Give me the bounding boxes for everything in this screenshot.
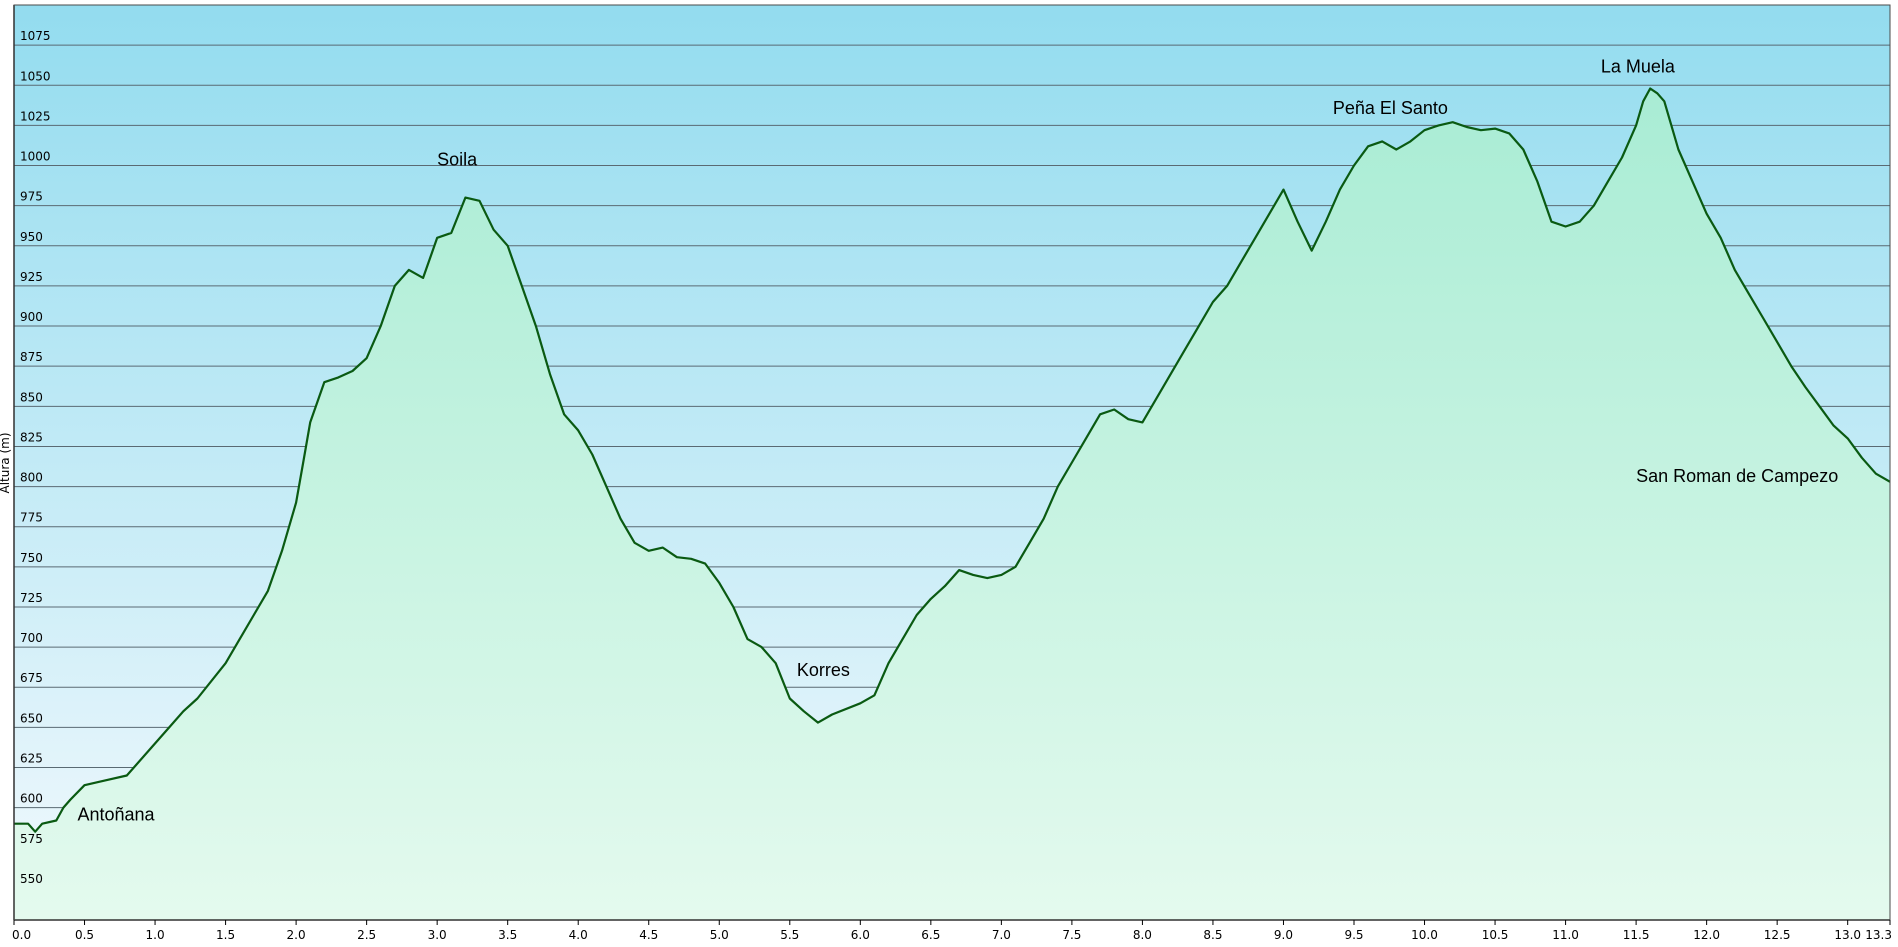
y-tick-label: 600	[20, 792, 43, 806]
elevation-line	[14, 87, 1890, 833]
y-tick-labels: 550 575 600 625 650 675 700 725 750 775 800 825 850 8…	[20, 29, 51, 886]
x-tick-label: 11.0	[1552, 928, 1579, 942]
y-tick-label: 900	[20, 310, 43, 324]
y-tick-label: 800	[20, 471, 43, 485]
x-tick-label: 10.5	[1482, 928, 1509, 942]
x-tick-label: 5.5	[780, 928, 799, 942]
y-tick-label: 775	[20, 511, 43, 525]
y-tick-label: 1075	[20, 29, 51, 43]
x-tick-label: 6.5	[921, 928, 940, 942]
x-tick-label: 13.0	[1834, 928, 1861, 942]
x-tick-label: 2.0	[287, 928, 306, 942]
x-tick-label: 0.0	[12, 928, 31, 942]
y-tick-label: 575	[20, 832, 43, 846]
x-tick-label: 7.0	[992, 928, 1011, 942]
x-tick-label: 7.5	[1062, 928, 1081, 942]
y-tick-label: 950	[20, 230, 43, 244]
x-tick-label: 3.0	[428, 928, 447, 942]
y-tick-label: 650	[20, 711, 43, 725]
y-axis-label: Altura (m)	[0, 432, 12, 493]
x-tick-labels: 0.0 0.5 1.0 1.5 2.0 2.5 3.0 3.5 4.0 4.5 5.0 5.5 6.0 6…	[12, 920, 1892, 942]
y-tick-label: 850	[20, 390, 43, 404]
y-tick-label: 975	[20, 190, 43, 204]
elevation-area-fill	[14, 88, 1890, 920]
x-tick-label: 4.0	[569, 928, 588, 942]
x-tick-label: 1.0	[146, 928, 165, 942]
x-tick-label: 5.0	[710, 928, 729, 942]
plot-border	[13, 4, 1891, 921]
waypoint-label: Antoñana	[77, 804, 155, 824]
x-tick-label: 6.0	[851, 928, 870, 942]
x-tick-label: 8.5	[1203, 928, 1222, 942]
x-tick-label: 10.0	[1411, 928, 1438, 942]
waypoint-labels: Antoñana Soila Korres Peña El Santo La Muela…	[77, 56, 1838, 824]
y-tick-label: 700	[20, 631, 43, 645]
x-tick-label: 12.0	[1693, 928, 1720, 942]
waypoint-label: Peña El Santo	[1333, 98, 1448, 118]
x-tick-label: 2.5	[357, 928, 376, 942]
x-tick-label: 3.5	[498, 928, 517, 942]
y-tick-label: 625	[20, 752, 43, 766]
y-tick-label: 1000	[20, 150, 51, 164]
x-tick-label: 0.5	[75, 928, 94, 942]
y-tick-label: 1050	[20, 69, 51, 83]
y-tick-label: 750	[20, 551, 43, 565]
y-tick-label: 925	[20, 270, 43, 284]
waypoint-label: Soila	[437, 150, 478, 170]
x-tick-label: 8.0	[1133, 928, 1152, 942]
y-tick-label: 725	[20, 591, 43, 605]
x-tick-label: 1.5	[216, 928, 235, 942]
x-tick-label: 11.5	[1623, 928, 1650, 942]
x-tick-label: 9.0	[1274, 928, 1293, 942]
y-tick-label: 825	[20, 430, 43, 444]
waypoint-label: La Muela	[1601, 56, 1676, 76]
x-tick-label: 13.3	[1865, 928, 1892, 942]
y-tick-label: 550	[20, 872, 43, 886]
y-tick-label: 675	[20, 671, 43, 685]
y-tick-label: 875	[20, 350, 43, 364]
x-tick-label: 12.5	[1764, 928, 1791, 942]
x-tick-label: 4.5	[639, 928, 658, 942]
x-tick-label: 9.5	[1344, 928, 1363, 942]
waypoint-label: Korres	[797, 660, 850, 680]
y-tick-label: 1025	[20, 109, 51, 123]
waypoint-label: San Roman de Campezo	[1636, 466, 1838, 486]
